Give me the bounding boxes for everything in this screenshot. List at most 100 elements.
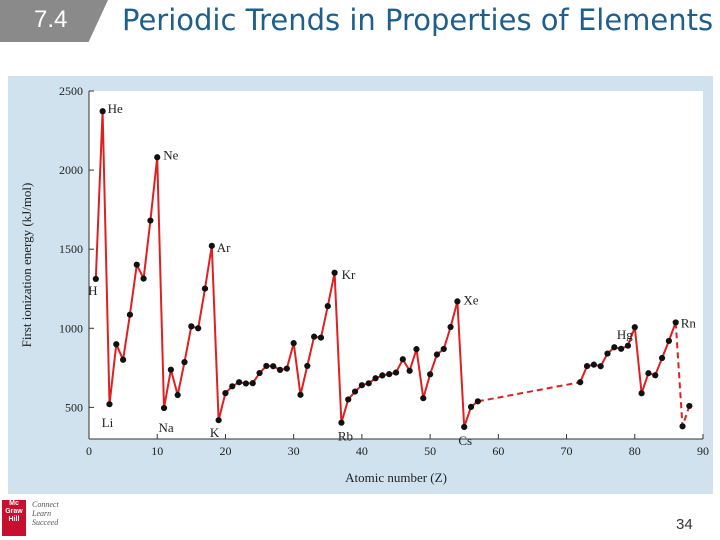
data-point: [631, 324, 638, 331]
data-point: [474, 398, 481, 405]
tagline-line: Learn: [32, 509, 52, 518]
data-point: [174, 391, 181, 399]
element-label: H: [88, 283, 97, 298]
section-number: 7.4: [34, 6, 68, 33]
data-point: [590, 361, 597, 368]
data-point: [338, 419, 345, 426]
element-label: Li: [102, 415, 114, 430]
element-label: He: [108, 101, 123, 116]
tagline-line: Succeed: [32, 518, 59, 527]
data-point: [461, 423, 468, 431]
x-tick-label: 90: [697, 444, 709, 458]
data-point: [597, 363, 604, 370]
data-point: [222, 390, 229, 397]
data-point: [379, 372, 386, 379]
data-point: [106, 401, 113, 408]
data-point: [413, 346, 420, 353]
data-point: [624, 342, 632, 349]
data-point: [351, 388, 359, 395]
y-tick-label: 2000: [59, 163, 83, 177]
data-point: [160, 404, 168, 412]
x-tick-label: 70: [561, 444, 573, 458]
x-tick-label: 60: [492, 444, 504, 458]
data-point: [297, 391, 304, 398]
data-point: [358, 382, 365, 389]
element-label: Kr: [342, 267, 356, 282]
data-point: [140, 275, 147, 282]
data-point: [440, 345, 447, 353]
logo-line: Hill: [8, 516, 20, 523]
x-tick-label: 20: [219, 444, 231, 458]
data-point: [645, 370, 652, 377]
data-point: [126, 311, 134, 318]
element-label: Ne: [163, 147, 178, 162]
data-point: [113, 341, 120, 348]
data-point: [406, 367, 413, 374]
data-point: [181, 359, 188, 366]
data-point: [235, 379, 243, 386]
data-point: [427, 371, 434, 378]
data-point: [386, 371, 393, 378]
data-point: [658, 354, 666, 362]
data-point: [304, 362, 311, 370]
series-line-dashed: [477, 381, 581, 403]
x-axis-label: Atomic number (Z): [345, 470, 447, 485]
data-point: [92, 275, 99, 283]
logo-line: Mc: [9, 500, 19, 507]
data-point: [154, 154, 161, 161]
tagline-line: Connect: [32, 500, 59, 509]
data-point: [583, 362, 591, 370]
plot-area: [89, 91, 703, 439]
data-point: [433, 351, 441, 358]
mcgraw-hill-logo: Mc Graw Hill: [2, 500, 26, 536]
data-point: [399, 356, 406, 363]
data-point: [242, 380, 250, 387]
data-point: [420, 395, 427, 402]
logo-line: Graw: [5, 508, 23, 515]
data-point: [195, 325, 202, 332]
data-point: [665, 337, 672, 345]
data-point: [618, 345, 625, 352]
data-point: [311, 333, 318, 340]
data-point: [249, 380, 256, 387]
data-point: [331, 269, 338, 276]
element-label: K: [210, 425, 220, 440]
y-tick-label: 1500: [59, 242, 83, 256]
data-point: [652, 372, 659, 379]
data-point: [372, 375, 379, 382]
data-point: [167, 366, 174, 373]
section-tab: [0, 0, 108, 42]
data-point: [133, 261, 140, 268]
data-point: [317, 334, 325, 341]
data-point: [276, 366, 284, 373]
data-point: [256, 369, 263, 377]
x-tick-label: 40: [356, 444, 368, 458]
data-point: [686, 402, 693, 410]
data-point: [215, 417, 222, 424]
x-tick-label: 0: [86, 444, 92, 458]
element-label: Na: [158, 420, 173, 435]
ionization-energy-chart: 500 1000 1500 2000 2500 0 10 20 30 40 50 60 70 80 90 At…: [19, 84, 709, 485]
page-number: 34: [676, 516, 693, 533]
data-point: [577, 379, 584, 386]
element-label: Hg: [617, 327, 633, 342]
data-point: [283, 365, 290, 372]
y-tick-label: 2500: [59, 84, 83, 98]
element-label: Rb: [338, 429, 353, 444]
x-tick-label: 80: [629, 444, 641, 458]
data-point: [120, 356, 127, 363]
data-point: [447, 323, 454, 331]
data-point: [611, 344, 618, 351]
data-point: [229, 383, 236, 390]
data-point: [147, 217, 154, 224]
data-point: [99, 108, 106, 115]
y-axis-label: First ionization energy (kJ/mol): [19, 183, 34, 348]
data-point: [345, 396, 352, 403]
x-tick-label: 10: [151, 444, 163, 458]
slide-title: Periodic Trends in Properties of Element…: [122, 3, 714, 37]
data-point: [467, 403, 475, 410]
data-point: [290, 340, 297, 347]
data-point: [672, 319, 679, 326]
x-tick-label: 30: [288, 444, 300, 458]
data-point: [208, 242, 215, 249]
